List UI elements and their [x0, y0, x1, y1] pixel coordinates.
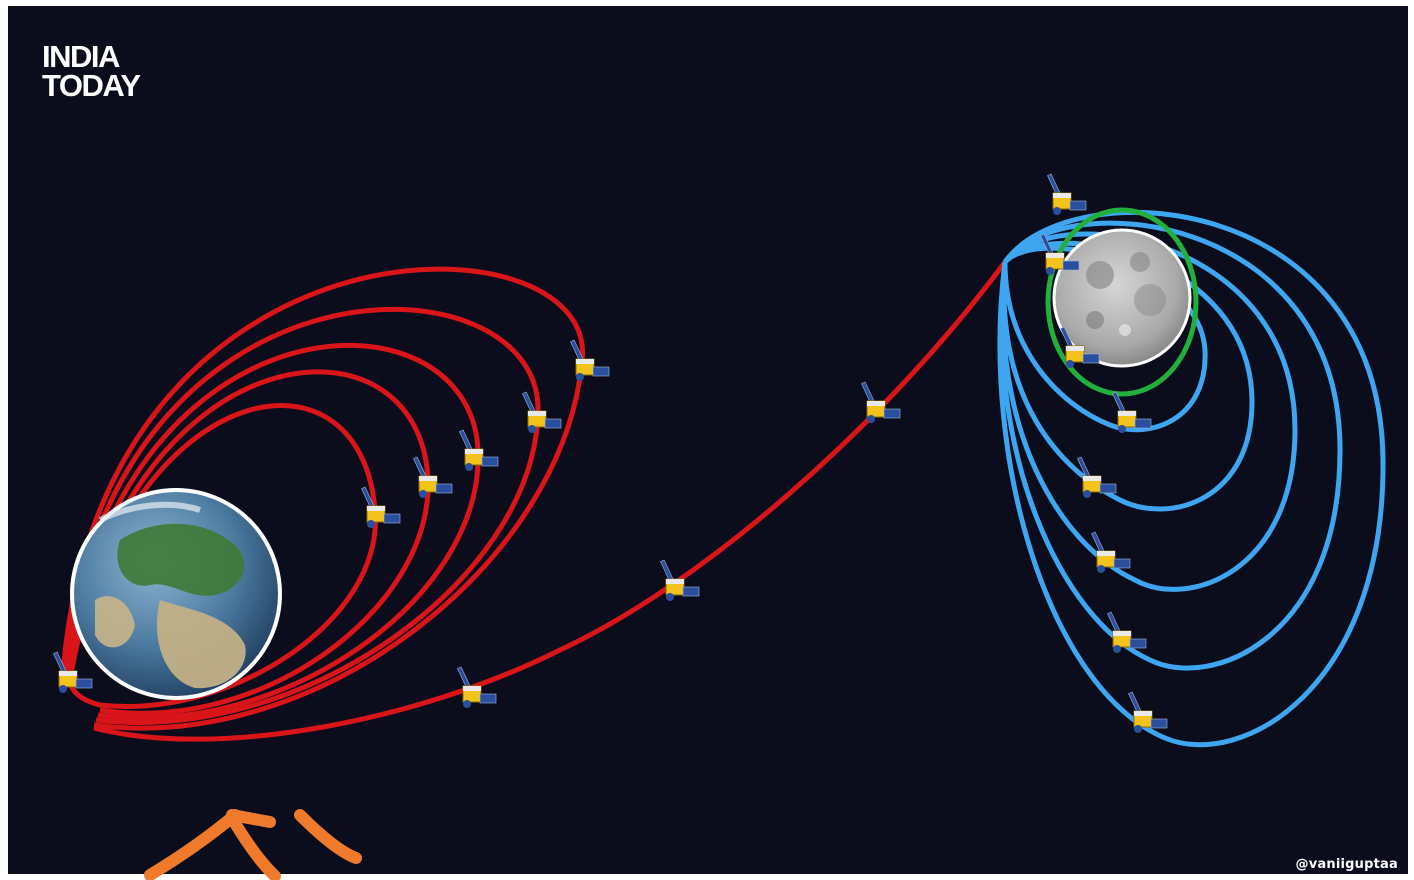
logo-line-1: INDIA — [42, 39, 120, 74]
earth-orbit-4 — [61, 306, 541, 725]
credit-watermark: @vaniiguptaa — [1295, 857, 1398, 872]
india-today-logo: INDIA TODAY — [42, 39, 141, 103]
moon-orbit-1 — [997, 209, 1386, 748]
earth-orbit-5 — [59, 266, 585, 731]
final-lunar-orbit — [1045, 207, 1199, 397]
hand-drawn-annotation — [144, 809, 362, 880]
logo-line-2: TODAY — [42, 68, 141, 103]
moon-icon — [1052, 228, 1192, 368]
earth-orbit-3 — [63, 342, 481, 721]
space-background — [8, 6, 1408, 874]
earth-icon — [70, 488, 282, 700]
earth-orbit-2 — [65, 369, 431, 716]
